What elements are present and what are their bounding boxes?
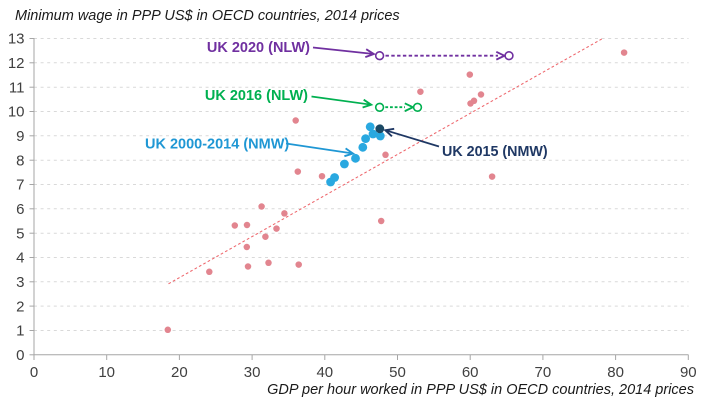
svg-text:12: 12	[8, 55, 25, 72]
svg-text:70: 70	[535, 364, 552, 381]
svg-text:7: 7	[16, 177, 24, 194]
svg-text:40: 40	[316, 364, 333, 381]
svg-text:11: 11	[9, 79, 25, 96]
svg-text:5: 5	[16, 225, 24, 242]
svg-text:8: 8	[16, 152, 24, 169]
svg-text:80: 80	[607, 364, 624, 381]
svg-text:10: 10	[8, 104, 25, 121]
svg-text:0: 0	[30, 364, 38, 381]
svg-text:6: 6	[16, 201, 24, 218]
svg-text:Minimum wage in PPP US$ in OEC: Minimum wage in PPP US$ in OECD countrie…	[15, 8, 400, 24]
svg-text:UK 2000-2014 (NMW): UK 2000-2014 (NMW)	[145, 137, 289, 153]
svg-text:0: 0	[16, 347, 24, 364]
svg-text:9: 9	[16, 128, 24, 145]
svg-text:10: 10	[98, 364, 115, 381]
svg-text:UK 2020 (NLW): UK 2020 (NLW)	[207, 40, 310, 56]
svg-text:2: 2	[16, 298, 24, 315]
svg-text:30: 30	[244, 364, 261, 381]
svg-text:3: 3	[16, 274, 24, 291]
svg-text:UK 2016 (NLW): UK 2016 (NLW)	[205, 88, 308, 104]
svg-text:50: 50	[389, 364, 406, 381]
svg-text:90: 90	[680, 364, 697, 381]
svg-text:4: 4	[16, 250, 24, 267]
svg-text:60: 60	[462, 364, 479, 381]
svg-text:GDP per hour worked in PPP US$: GDP per hour worked in PPP US$ in OECD c…	[267, 382, 694, 398]
svg-text:20: 20	[171, 364, 188, 381]
svg-text:13: 13	[8, 31, 25, 48]
svg-text:1: 1	[16, 323, 24, 340]
svg-text:UK 2015 (NMW): UK 2015 (NMW)	[442, 144, 548, 160]
